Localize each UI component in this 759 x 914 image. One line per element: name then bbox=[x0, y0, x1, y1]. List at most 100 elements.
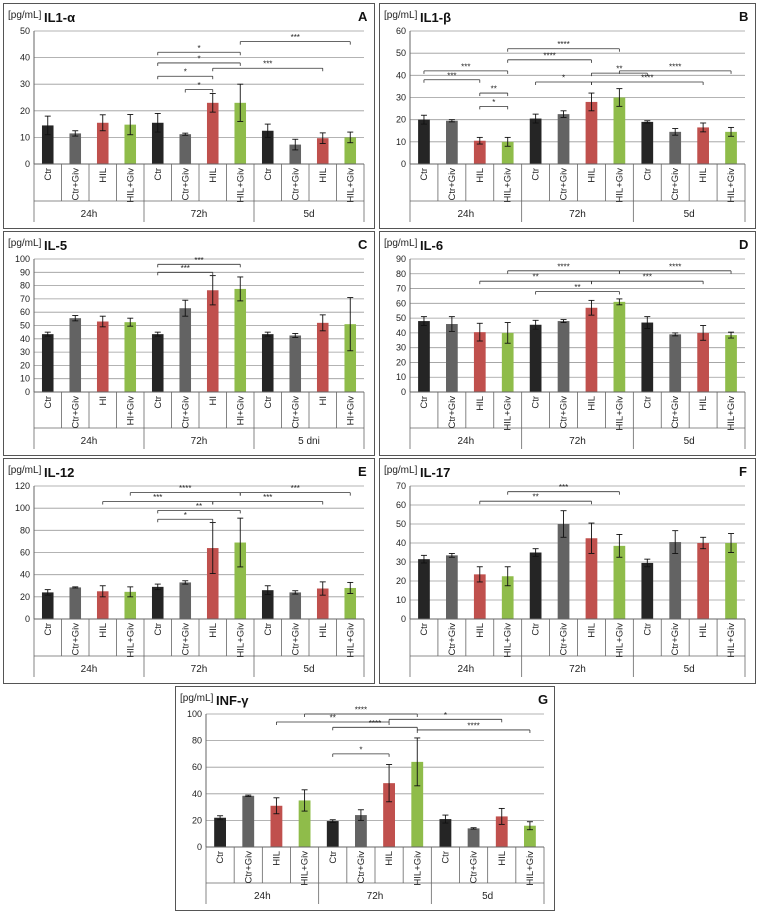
x-tick-label: HI bbox=[208, 396, 219, 406]
y-unit-label: [pg/mL] bbox=[384, 10, 418, 21]
sig-label: ** bbox=[491, 85, 497, 94]
y-tick-label: 0 bbox=[401, 159, 406, 169]
panel-letter: D bbox=[739, 237, 748, 252]
sig-label: *** bbox=[291, 484, 300, 493]
sig-label: * bbox=[492, 98, 495, 107]
bar bbox=[613, 301, 626, 392]
bar bbox=[289, 335, 302, 392]
x-tick-label: HIL bbox=[475, 168, 486, 183]
x-tick-label: Ctr+Giv bbox=[290, 396, 301, 429]
x-tick-label: HIL bbox=[208, 168, 219, 183]
x-tick-label: Ctr+Giv bbox=[559, 168, 570, 201]
bar bbox=[242, 795, 255, 847]
bar bbox=[69, 318, 82, 392]
bar bbox=[69, 133, 82, 164]
group-label: 24h bbox=[254, 891, 271, 902]
bar bbox=[495, 816, 508, 847]
bar bbox=[41, 125, 54, 164]
sig-label: * bbox=[184, 511, 187, 520]
sig-label: **** bbox=[669, 62, 681, 71]
bar bbox=[289, 592, 302, 619]
x-tick-label: Ctr+Giv bbox=[559, 396, 570, 429]
chart-title: IL-17 bbox=[420, 465, 450, 480]
x-tick-label: HIL+Giv bbox=[614, 623, 625, 658]
sig-label: **** bbox=[355, 706, 367, 715]
bar bbox=[206, 102, 219, 164]
bar bbox=[669, 131, 682, 164]
bar bbox=[96, 591, 109, 619]
y-tick-label: 60 bbox=[396, 298, 406, 308]
y-tick-label: 70 bbox=[20, 294, 30, 304]
bar bbox=[446, 555, 458, 619]
sig-label: * bbox=[197, 44, 200, 53]
bar bbox=[641, 322, 654, 392]
bar bbox=[418, 559, 430, 619]
bar bbox=[234, 102, 247, 164]
bar bbox=[613, 97, 626, 164]
y-tick-label: 20 bbox=[396, 357, 406, 367]
panel-d: [pg/mL] IL-6 D 0 10 20 30 40 50 60 70 80 90 ** ** **** *… bbox=[379, 231, 756, 456]
x-tick-label: Ctr bbox=[642, 623, 653, 636]
sig-label: *** bbox=[643, 273, 652, 282]
x-tick-label: HI+Giv bbox=[125, 396, 136, 426]
panel-letter: E bbox=[358, 464, 367, 479]
y-tick-label: 10 bbox=[20, 374, 30, 384]
group-label: 72h bbox=[191, 664, 208, 675]
sig-label: * bbox=[184, 68, 187, 77]
bar bbox=[697, 127, 709, 164]
x-tick-label: Ctr bbox=[43, 623, 54, 636]
x-tick-label: Ctr+Giv bbox=[469, 851, 480, 884]
bar bbox=[725, 543, 737, 619]
bar bbox=[669, 542, 682, 619]
panel-letter: F bbox=[739, 464, 747, 479]
x-tick-label: HIL bbox=[698, 396, 709, 411]
bar bbox=[96, 122, 109, 164]
sig-label: **** bbox=[369, 719, 381, 728]
x-tick-label: HIL bbox=[698, 168, 709, 183]
x-tick-label: HIL bbox=[208, 623, 219, 638]
x-tick-label: HIL+Giv bbox=[125, 168, 136, 203]
x-tick-label: Ctr bbox=[43, 168, 54, 181]
y-tick-label: 40 bbox=[396, 538, 406, 548]
x-tick-label: HIL+Giv bbox=[726, 168, 737, 203]
y-tick-label: 50 bbox=[20, 26, 30, 36]
x-tick-label: HIL bbox=[271, 851, 282, 866]
sig-label: * bbox=[444, 711, 447, 720]
bar bbox=[355, 815, 367, 847]
y-tick-label: 10 bbox=[396, 137, 406, 147]
sig-label: *** bbox=[461, 62, 470, 71]
y-tick-label: 60 bbox=[20, 307, 30, 317]
x-tick-label: Ctr+Giv bbox=[356, 851, 367, 884]
y-tick-label: 80 bbox=[20, 525, 30, 535]
bar bbox=[473, 140, 486, 164]
x-tick-label: HIL bbox=[98, 168, 109, 183]
y-tick-label: 60 bbox=[192, 762, 202, 772]
y-tick-label: 0 bbox=[401, 387, 406, 397]
bar bbox=[697, 332, 709, 392]
y-tick-label: 30 bbox=[20, 347, 30, 357]
x-tick-label: HIL+Giv bbox=[525, 851, 536, 886]
sig-label: *** bbox=[291, 33, 300, 42]
panel-f: [pg/mL] IL-17 F 0 10 20 30 40 50 60 70 ** *** Ctr Ctr+… bbox=[379, 458, 756, 684]
y-tick-label: 20 bbox=[20, 106, 30, 116]
x-tick-label: Ctr bbox=[642, 168, 653, 181]
x-tick-label: Ctr+Giv bbox=[180, 396, 191, 429]
bar bbox=[316, 588, 329, 619]
x-tick-label: HIL+Giv bbox=[503, 623, 514, 658]
bar bbox=[439, 819, 452, 847]
y-tick-label: 80 bbox=[20, 281, 30, 291]
y-tick-label: 20 bbox=[396, 576, 406, 586]
bar bbox=[261, 590, 274, 619]
x-tick-label: HI+Giv bbox=[235, 396, 246, 426]
bar bbox=[206, 548, 219, 619]
panel-letter: G bbox=[538, 692, 548, 707]
bar bbox=[418, 119, 430, 164]
y-tick-label: 10 bbox=[396, 372, 406, 382]
sig-label: *** bbox=[559, 483, 568, 492]
y-tick-label: 50 bbox=[396, 48, 406, 58]
x-tick-label: HIL bbox=[318, 623, 329, 638]
group-label: 24h bbox=[81, 209, 98, 220]
panel-letter: C bbox=[358, 237, 368, 252]
bar bbox=[206, 290, 219, 392]
y-unit-label: [pg/mL] bbox=[8, 465, 42, 476]
